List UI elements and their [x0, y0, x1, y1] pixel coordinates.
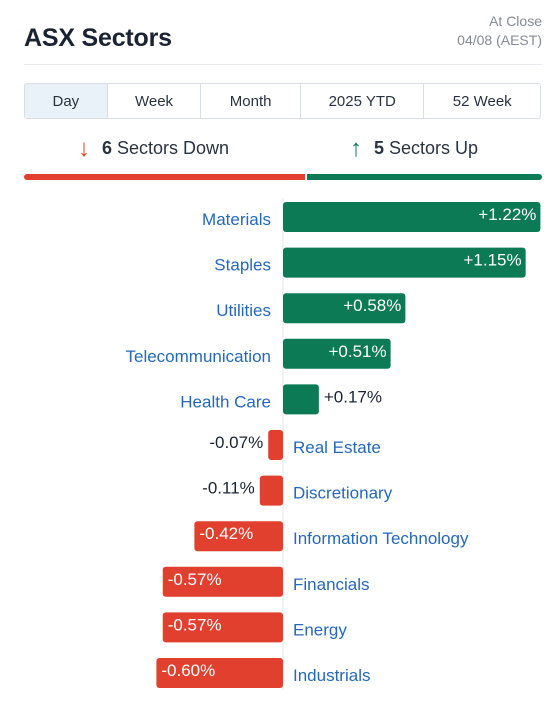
sectors-down-summary: ↓ 6 Sectors Down: [78, 134, 230, 162]
value-label-staples: +1.15%: [464, 251, 522, 270]
sectors-down-text: Sectors Down: [117, 138, 230, 158]
bar-information-technology[interactable]: [194, 521, 283, 552]
bar-real-estate[interactable]: [268, 430, 283, 460]
sector-label-staples[interactable]: Staples: [214, 256, 271, 275]
tab-week[interactable]: Week: [108, 84, 202, 118]
arrow-up-icon: ↑: [350, 134, 362, 162]
value-label-financials: -0.57%: [168, 570, 222, 589]
sector-label-utilities[interactable]: Utilities: [216, 301, 271, 320]
sectors-up-bar: [307, 174, 542, 180]
sector-performance-chart: Materials +1.22% Staples +1.15% Utilities +0.…: [125, 198, 541, 690]
bar-financials[interactable]: [162, 566, 283, 597]
bar-utilities[interactable]: [283, 293, 406, 324]
sector-label-energy[interactable]: Energy: [293, 620, 347, 639]
bar-materials[interactable]: [283, 202, 541, 232]
sectors-up-count: 5: [374, 138, 385, 158]
value-label-materials: +1.22%: [478, 205, 536, 224]
bar-discretionary[interactable]: [259, 475, 283, 506]
value-label-real-estate: -0.07%: [209, 433, 263, 452]
tab-52-week[interactable]: 52 Week: [452, 92, 512, 110]
bar-energy[interactable]: [162, 612, 283, 643]
sectors-down-bar: [24, 174, 305, 180]
sectors-up-text: Sectors Up: [389, 138, 479, 158]
bar-health-care[interactable]: [283, 384, 319, 415]
sectors-down-count: 6: [102, 138, 113, 158]
tab-month[interactable]: Month: [201, 84, 301, 118]
value-label-energy: -0.57%: [168, 615, 222, 634]
sectors-up-summary: ↑ 5 Sectors Up: [350, 134, 479, 162]
sector-label-discretionary[interactable]: Discretionary: [293, 484, 393, 503]
header-divider: [24, 64, 542, 65]
sector-label-information-technology[interactable]: Information Technology: [293, 529, 469, 548]
arrow-down-icon: ↓: [78, 134, 90, 162]
sector-label-industrials[interactable]: Industrials: [293, 666, 370, 685]
value-label-industrials: -0.60%: [161, 661, 215, 680]
sector-label-telecommunication[interactable]: Telecommunication: [125, 347, 271, 366]
tab-day[interactable]: Day: [25, 84, 108, 118]
value-label-discretionary: -0.11%: [202, 479, 255, 498]
value-label-telecommunication: +0.51%: [328, 342, 386, 361]
as-of-date: 04/08 (AEST): [457, 32, 542, 48]
sector-label-health-care[interactable]: Health Care: [180, 392, 271, 411]
value-label-information-technology: -0.42%: [199, 524, 253, 543]
sector-label-financials[interactable]: Financials: [293, 575, 370, 594]
value-label-utilities: +0.58%: [343, 296, 401, 315]
value-label-health-care: +0.17%: [324, 387, 382, 406]
as-of-timestamp: At Close 04/08 (AEST): [457, 12, 542, 50]
tab-2025-ytd[interactable]: 2025 YTD: [301, 84, 425, 118]
page-title: ASX Sectors: [24, 24, 172, 52]
sector-label-materials[interactable]: Materials: [202, 210, 271, 229]
sector-label-real-estate[interactable]: Real Estate: [293, 438, 381, 457]
bar-industrials[interactable]: [156, 658, 283, 688]
bar-telecommunication[interactable]: [283, 338, 391, 369]
as-of-label: At Close: [489, 13, 542, 29]
bar-staples[interactable]: [283, 247, 526, 278]
period-tabs: Day Week Month 2025 YTD 52 Week: [24, 83, 541, 119]
